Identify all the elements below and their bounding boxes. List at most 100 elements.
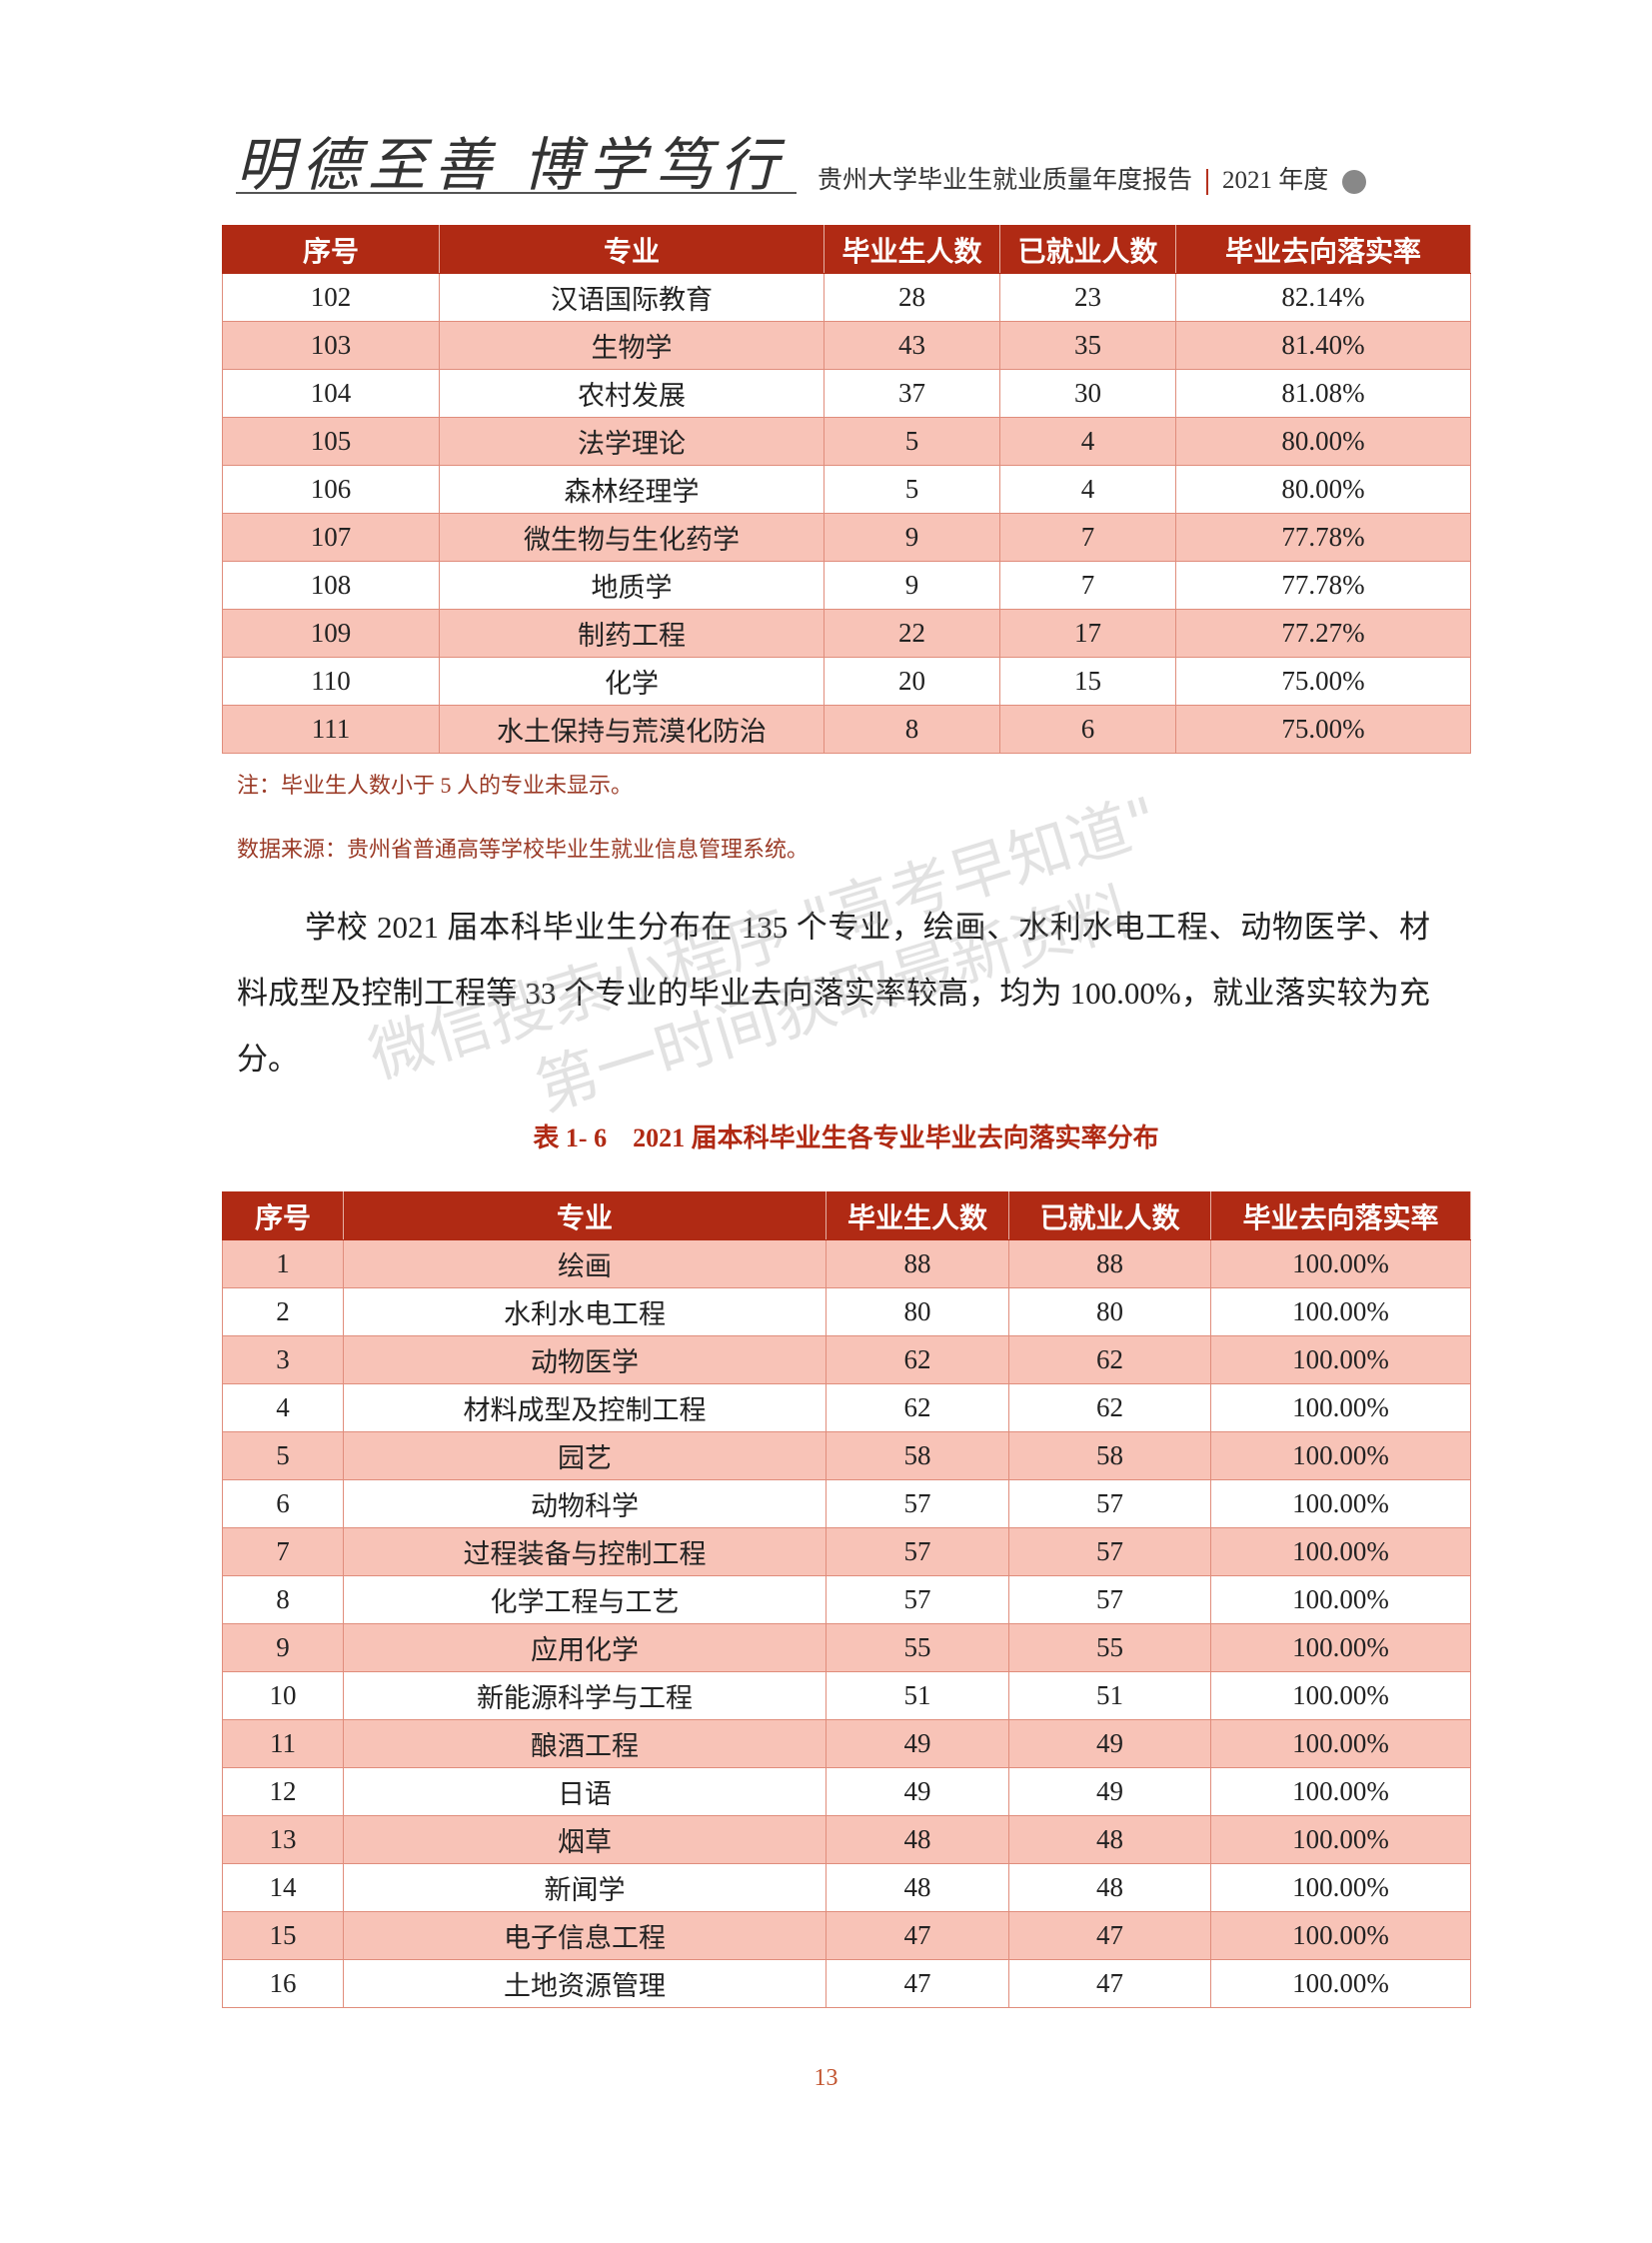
- cell: 100.00%: [1210, 1623, 1471, 1672]
- cell: 100.00%: [1210, 1335, 1471, 1384]
- row: 102 汉语国际教育 28 23 82.14%: [222, 273, 1471, 322]
- cell: 16: [222, 1959, 344, 2008]
- cell: 100.00%: [1210, 1863, 1471, 1912]
- cell: 6: [999, 705, 1176, 754]
- cell: 化学工程与工艺: [343, 1575, 826, 1624]
- row: 11 酿酒工程 49 49 100.00%: [222, 1719, 1471, 1768]
- cell: 4: [999, 417, 1176, 466]
- cell: 100.00%: [1210, 1911, 1471, 1960]
- cell: 应用化学: [343, 1623, 826, 1672]
- cell: 37: [824, 369, 1000, 418]
- cell: 57: [826, 1527, 1009, 1576]
- column-header: 已就业人数: [999, 225, 1176, 274]
- cell: 森林经理学: [439, 465, 825, 514]
- separator: [1206, 169, 1209, 196]
- header-row: 序号 专业 毕业生人数 已就业人数 毕业去向落实率: [222, 225, 1471, 274]
- cell: 15: [999, 657, 1176, 706]
- row: 15 电子信息工程 47 47 100.00%: [222, 1911, 1471, 1960]
- cell: 微生物与生化药学: [439, 513, 825, 562]
- cell: 62: [826, 1335, 1009, 1384]
- cell: 75.00%: [1175, 705, 1471, 754]
- cell: 12: [222, 1767, 344, 1816]
- cell: 100.00%: [1210, 1815, 1471, 1864]
- row: 103 生物学 43 35 81.40%: [222, 321, 1471, 370]
- cell: 14: [222, 1863, 344, 1912]
- cell: 82.14%: [1175, 273, 1471, 322]
- cell: 5: [222, 1431, 344, 1480]
- cell: 4: [999, 465, 1176, 514]
- cell: 49: [1008, 1767, 1211, 1816]
- cell: 100.00%: [1210, 1959, 1471, 2008]
- cell: 水利水电工程: [343, 1287, 826, 1336]
- cell: 法学理论: [439, 417, 825, 466]
- cell: 62: [826, 1383, 1009, 1432]
- cell: 100.00%: [1210, 1671, 1471, 1720]
- cell: 13: [222, 1815, 344, 1864]
- cell: 57: [826, 1575, 1009, 1624]
- cell: 制药工程: [439, 609, 825, 658]
- row: 105 法学理论 5 4 80.00%: [222, 417, 1471, 466]
- cell: 8: [824, 705, 1000, 754]
- cell: 园艺: [343, 1431, 826, 1480]
- row: 7 过程装备与控制工程 57 57 100.00%: [222, 1527, 1471, 1576]
- cell: 58: [826, 1431, 1009, 1480]
- cell: 47: [826, 1959, 1009, 2008]
- report-year: 2021 年度: [1222, 167, 1329, 194]
- cell: 9: [222, 1623, 344, 1672]
- cell: 48: [826, 1815, 1009, 1864]
- cell: 15: [222, 1911, 344, 1960]
- cell: 77.78%: [1175, 561, 1471, 610]
- cell: 动物医学: [343, 1335, 826, 1384]
- source: 数据来源：贵州省普通高等学校毕业生就业信息管理系统。: [237, 837, 810, 862]
- cell: 100.00%: [1210, 1287, 1471, 1336]
- cell: 77.27%: [1175, 609, 1471, 658]
- cell: 烟草: [343, 1815, 826, 1864]
- cell: 102: [222, 273, 440, 322]
- cell: 9: [824, 561, 1000, 610]
- cell: 58: [1008, 1431, 1211, 1480]
- cell: 酿酒工程: [343, 1719, 826, 1768]
- column-header: 序号: [222, 225, 440, 274]
- row: 1 绘画 88 88 100.00%: [222, 1239, 1471, 1288]
- cell: 75.00%: [1175, 657, 1471, 706]
- cell: 55: [1008, 1623, 1211, 1672]
- cell: 5: [824, 465, 1000, 514]
- rule: [236, 192, 797, 194]
- cell: 土地资源管理: [343, 1959, 826, 2008]
- cell: 水土保持与荒漠化防治: [439, 705, 825, 754]
- cell: 日语: [343, 1767, 826, 1816]
- cell: 105: [222, 417, 440, 466]
- page-number: 13: [814, 2065, 838, 2091]
- column-header: 毕业去向落实率: [1175, 225, 1471, 274]
- column-header: 毕业生人数: [826, 1191, 1009, 1240]
- row: 13 烟草 48 48 100.00%: [222, 1815, 1471, 1864]
- report-title: 贵州大学毕业生就业质量年度报告: [818, 167, 1193, 194]
- cell: 81.40%: [1175, 321, 1471, 370]
- cell: 新闻学: [343, 1863, 826, 1912]
- cell: 电子信息工程: [343, 1911, 826, 1960]
- cell: 11: [222, 1719, 344, 1768]
- cell: 100.00%: [1210, 1719, 1471, 1768]
- row: 111 水土保持与荒漠化防治 8 6 75.00%: [222, 705, 1471, 754]
- cell: 88: [826, 1239, 1009, 1288]
- cell: 81.08%: [1175, 369, 1471, 418]
- cell: 100.00%: [1210, 1767, 1471, 1816]
- row: 108 地质学 9 7 77.78%: [222, 561, 1471, 610]
- cell: 新能源科学与工程: [343, 1671, 826, 1720]
- cell: 49: [1008, 1719, 1211, 1768]
- row: 14 新闻学 48 48 100.00%: [222, 1863, 1471, 1912]
- cell: 62: [1008, 1383, 1211, 1432]
- paragraph: 学校 2021 届本科毕业生分布在 135 个专业，绘画、水利水电工程、动物医学…: [237, 910, 1430, 1077]
- cell: 地质学: [439, 561, 825, 610]
- column-header: 毕业去向落实率: [1210, 1191, 1471, 1240]
- cell: 109: [222, 609, 440, 658]
- report-header: 贵州大学毕业生就业质量年度报告 2021 年度: [818, 160, 1367, 196]
- cell: 10: [222, 1671, 344, 1720]
- cell: 100.00%: [1210, 1527, 1471, 1576]
- cell: 48: [1008, 1815, 1211, 1864]
- cell: 7: [999, 513, 1176, 562]
- row: 8 化学工程与工艺 57 57 100.00%: [222, 1575, 1471, 1624]
- cell: 20: [824, 657, 1000, 706]
- table: 序号 专业 毕业生人数 已就业人数 毕业去向落实率 1 绘画 88 88 100.00% 2 水利水电…: [222, 1191, 1471, 2008]
